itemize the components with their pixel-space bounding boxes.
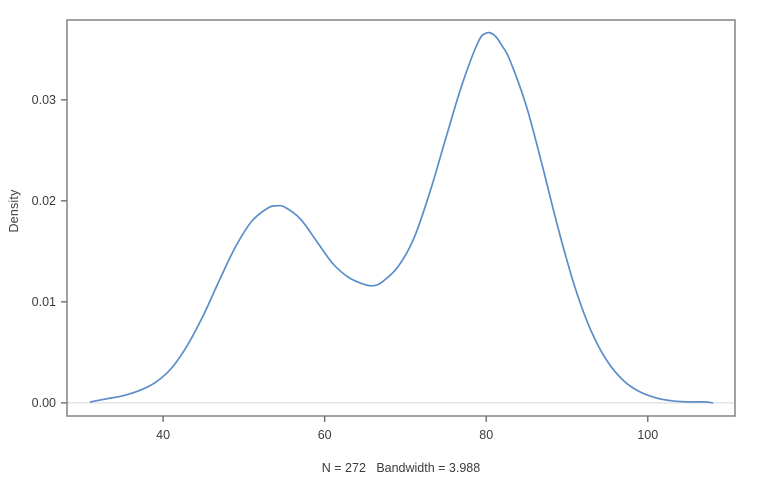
y-axis-label: Density <box>7 189 21 233</box>
x-tick-label: 80 <box>479 428 493 442</box>
y-tick-label: 0.02 <box>32 194 56 208</box>
x-axis-subtitle: N = 272 Bandwidth = 3.988 <box>321 461 481 475</box>
plot-box <box>66 19 736 417</box>
x-tick-label: 40 <box>156 428 170 442</box>
y-tick-label: 0.01 <box>32 295 56 309</box>
x-tick-label: 100 <box>637 428 658 442</box>
y-tick-label: 0.00 <box>32 396 56 410</box>
x-tick-label: 60 <box>318 428 332 442</box>
density-curve <box>89 31 714 404</box>
y-tick-label: 0.03 <box>32 93 56 107</box>
